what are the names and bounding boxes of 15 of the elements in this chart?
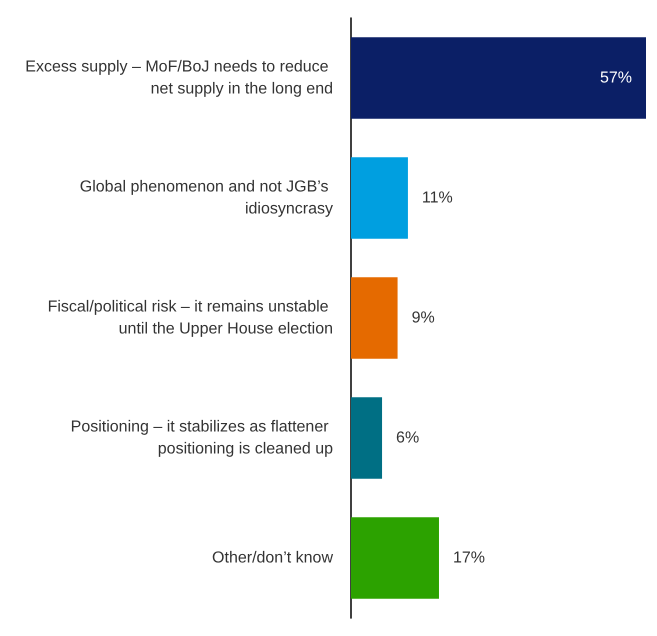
y-tick-label: Fiscal/political risk – it remains unstable until the Upper House election	[48, 298, 333, 338]
y-tick-label: Positioning – it stabilizes as flattener positioning is cleaned up	[70, 418, 334, 458]
bar	[351, 157, 408, 239]
bar	[351, 37, 646, 119]
y-tick-label: Excess supply – MoF/BoJ needs to reduce net supply in the long end	[25, 58, 333, 98]
bar	[351, 277, 398, 359]
bar	[351, 397, 382, 479]
data-label: 57%	[600, 70, 632, 86]
data-label: 11%	[422, 190, 453, 206]
bar	[351, 517, 439, 599]
data-label: 6%	[396, 430, 420, 446]
y-tick-label: Global phenomenon and not JGB’s idiosyncrasy	[80, 178, 333, 218]
y-tick-label: Other/don’t know	[212, 550, 334, 566]
data-label: 17%	[452, 550, 486, 566]
data-label: 9%	[412, 310, 435, 326]
